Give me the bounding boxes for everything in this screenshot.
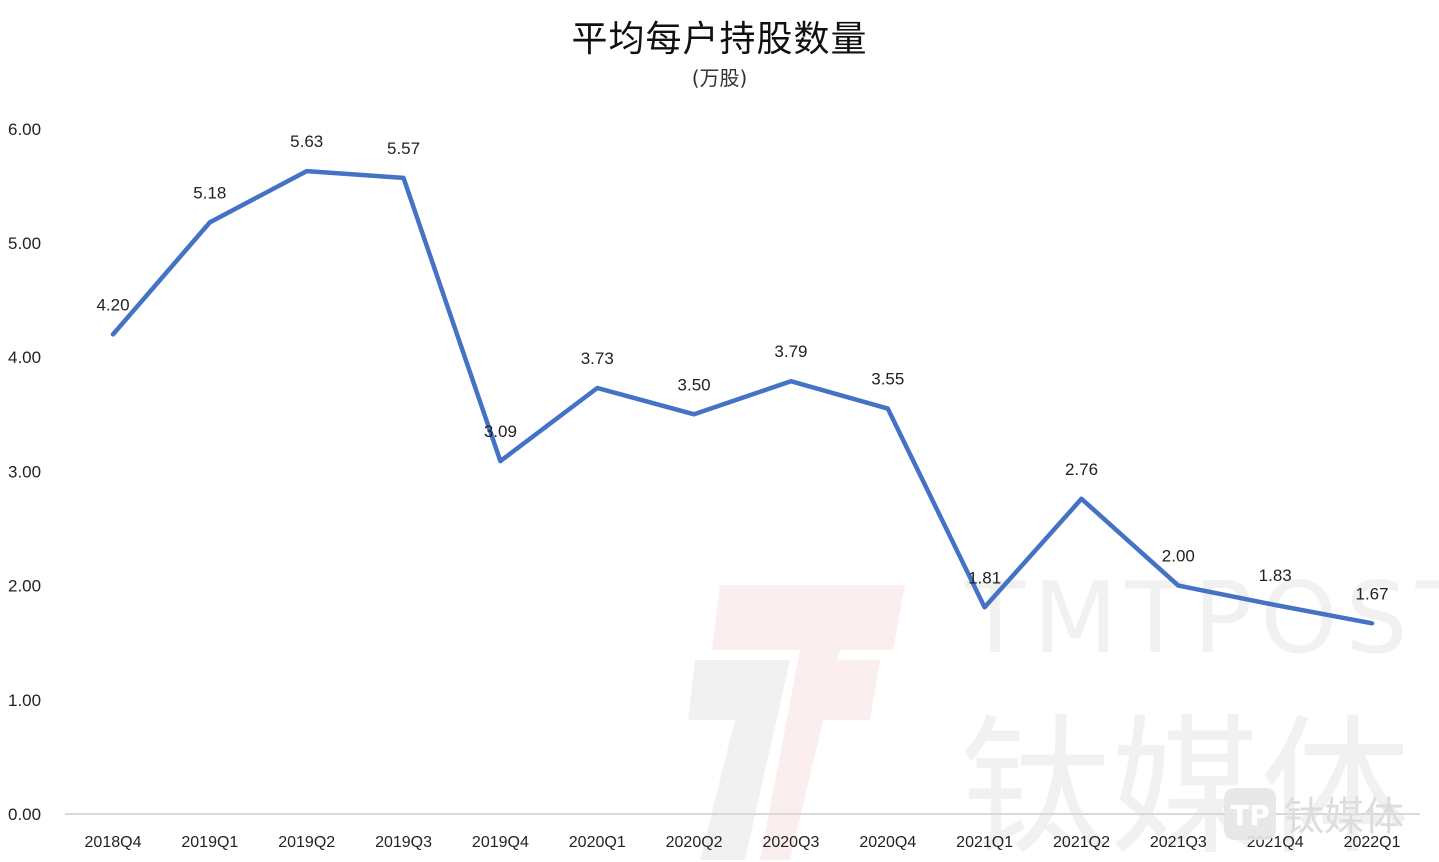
watermark-logo-gray bbox=[688, 660, 790, 860]
tmtpost-logo-badge: TP 钛媒体 bbox=[1224, 788, 1404, 840]
data-label: 3.79 bbox=[774, 342, 807, 361]
data-label: 3.50 bbox=[678, 375, 711, 394]
x-axis: 2018Q4 2019Q1 2019Q2 2019Q3 2019Q4 2020Q1 2020… bbox=[85, 834, 1401, 851]
y-axis: 0.00 1.00 2.00 3.00 4.00 5.00 6.00 bbox=[8, 120, 41, 824]
x-tick-label: 2020Q3 bbox=[762, 834, 819, 851]
data-label: 5.63 bbox=[290, 132, 323, 151]
data-label: 3.55 bbox=[871, 370, 904, 389]
data-label: 3.73 bbox=[581, 349, 614, 368]
x-tick-label: 2019Q1 bbox=[181, 834, 238, 851]
data-label: 2.76 bbox=[1065, 460, 1098, 479]
watermark-logo-dot bbox=[790, 660, 880, 760]
x-tick-label: 2020Q4 bbox=[859, 834, 916, 851]
data-label: 2.00 bbox=[1162, 547, 1195, 566]
data-label: 1.81 bbox=[968, 568, 1001, 587]
data-label: 1.83 bbox=[1259, 566, 1292, 585]
badge-logo-glyph: TP bbox=[1230, 799, 1270, 832]
x-tick-label: 2018Q4 bbox=[85, 834, 142, 851]
x-tick-label: 2019Q4 bbox=[472, 834, 529, 851]
chart-subtitle: (万股) bbox=[691, 66, 748, 90]
y-tick-label: 6.00 bbox=[8, 120, 41, 139]
x-tick-label: 2022Q1 bbox=[1344, 834, 1401, 851]
series-line bbox=[110, 168, 1375, 626]
x-tick-label: 2021Q2 bbox=[1053, 834, 1110, 851]
badge-logo-icon bbox=[1224, 788, 1276, 840]
x-tick-label: 2020Q2 bbox=[666, 834, 723, 851]
data-label: 3.09 bbox=[484, 422, 517, 441]
x-tick-label: 2020Q1 bbox=[569, 834, 626, 851]
y-tick-label: 5.00 bbox=[8, 234, 41, 253]
watermark-brand-en: TMTPOST bbox=[964, 562, 1439, 676]
data-label: 1.67 bbox=[1356, 584, 1389, 603]
badge-brand-text: 钛媒体 bbox=[1284, 794, 1404, 840]
watermark-brand-cn: 钛媒体 bbox=[960, 702, 1410, 862]
data-labels: 4.20 5.18 5.63 5.57 3.09 3.73 3.50 3.79 3.55 1.81… bbox=[96, 132, 1388, 603]
x-tick-label: 2019Q2 bbox=[278, 834, 335, 851]
y-tick-label: 0.00 bbox=[8, 805, 41, 824]
y-tick-label: 1.00 bbox=[8, 691, 41, 710]
x-tick-label: 2021Q1 bbox=[956, 834, 1013, 851]
chart-title: 平均每户持股数量 bbox=[571, 19, 868, 60]
x-tick-label: 2021Q3 bbox=[1150, 834, 1207, 851]
y-tick-label: 4.00 bbox=[8, 348, 41, 367]
y-tick-label: 2.00 bbox=[8, 577, 41, 596]
tmtpost-watermark: TMTPOST 钛媒体 bbox=[688, 562, 1439, 862]
x-tick-label: 2019Q3 bbox=[375, 834, 432, 851]
data-label: 5.57 bbox=[387, 139, 420, 158]
data-label: 4.20 bbox=[96, 295, 129, 314]
y-tick-label: 3.00 bbox=[8, 462, 41, 481]
data-label: 5.18 bbox=[193, 183, 226, 202]
